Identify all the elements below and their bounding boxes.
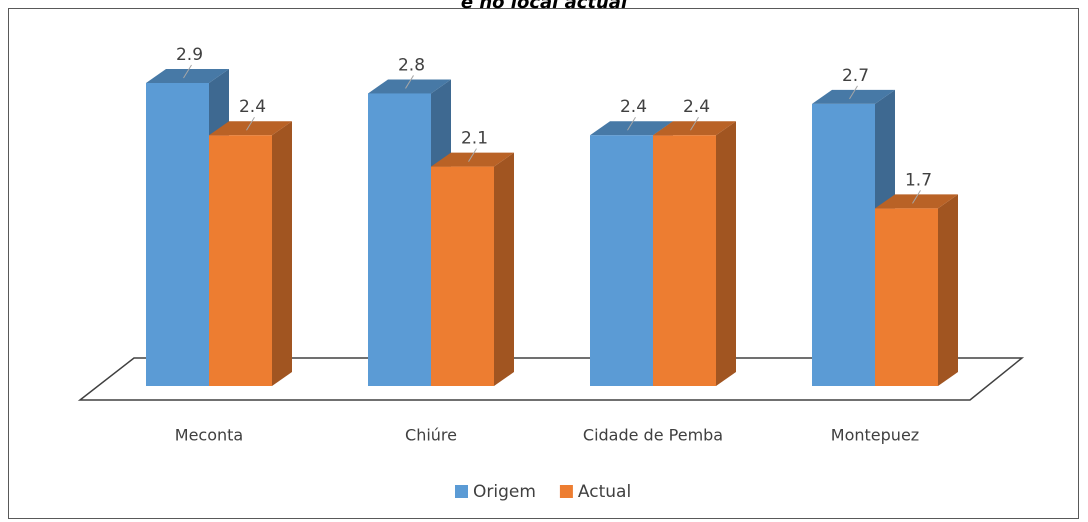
bar — [590, 121, 673, 386]
chart-title: e no local actual — [461, 0, 628, 13]
bar-top — [431, 152, 514, 167]
data-label: 2.8 — [398, 55, 425, 75]
leader-line — [627, 116, 636, 131]
bar-top — [590, 121, 673, 136]
bar-front — [875, 208, 938, 386]
floor — [77, 357, 1025, 401]
bar-top — [653, 121, 736, 136]
bar-front — [209, 135, 272, 386]
bar-side — [938, 194, 958, 386]
leader-line — [246, 116, 255, 131]
bar-front — [653, 135, 716, 386]
legend-label: Actual — [578, 482, 631, 502]
legend-swatch — [455, 485, 468, 498]
x-tick-label: Meconta — [175, 426, 243, 445]
leader-line — [849, 85, 858, 100]
bar-side — [272, 121, 292, 386]
bar-front — [590, 135, 653, 386]
bar-top — [368, 79, 451, 94]
data-label: 2.7 — [842, 66, 869, 86]
leader-line — [405, 75, 414, 89]
bar-front — [431, 166, 494, 386]
bar-front — [146, 83, 209, 386]
legend-swatch — [559, 485, 573, 498]
bar-side — [716, 121, 736, 386]
data-label: 2.1 — [461, 129, 488, 149]
bar-top — [146, 69, 229, 83]
bar-top — [812, 89, 895, 104]
data-label: 2.4 — [683, 97, 710, 117]
x-tick-label: Cidade de Pemba — [583, 426, 723, 445]
bar — [653, 121, 736, 386]
legend-label: Origem — [473, 482, 536, 502]
leader-line — [183, 64, 192, 79]
x-tick-label: Chiúre — [405, 426, 457, 445]
data-label: 2.9 — [176, 45, 203, 65]
bar-front — [812, 103, 875, 387]
leader-line — [912, 190, 921, 204]
bar — [431, 152, 514, 386]
leader-line — [690, 116, 699, 131]
data-label: 2.4 — [239, 97, 266, 117]
bar-front — [368, 93, 431, 386]
bar-top — [875, 194, 958, 209]
x-tick-label: Montepuez — [831, 426, 919, 445]
data-label: 1.7 — [905, 170, 932, 190]
leader-line — [468, 148, 477, 162]
data-label: 2.4 — [620, 97, 647, 117]
bar-side — [494, 152, 514, 386]
bar — [209, 121, 292, 386]
bar-top — [209, 121, 292, 136]
bar — [875, 194, 958, 386]
